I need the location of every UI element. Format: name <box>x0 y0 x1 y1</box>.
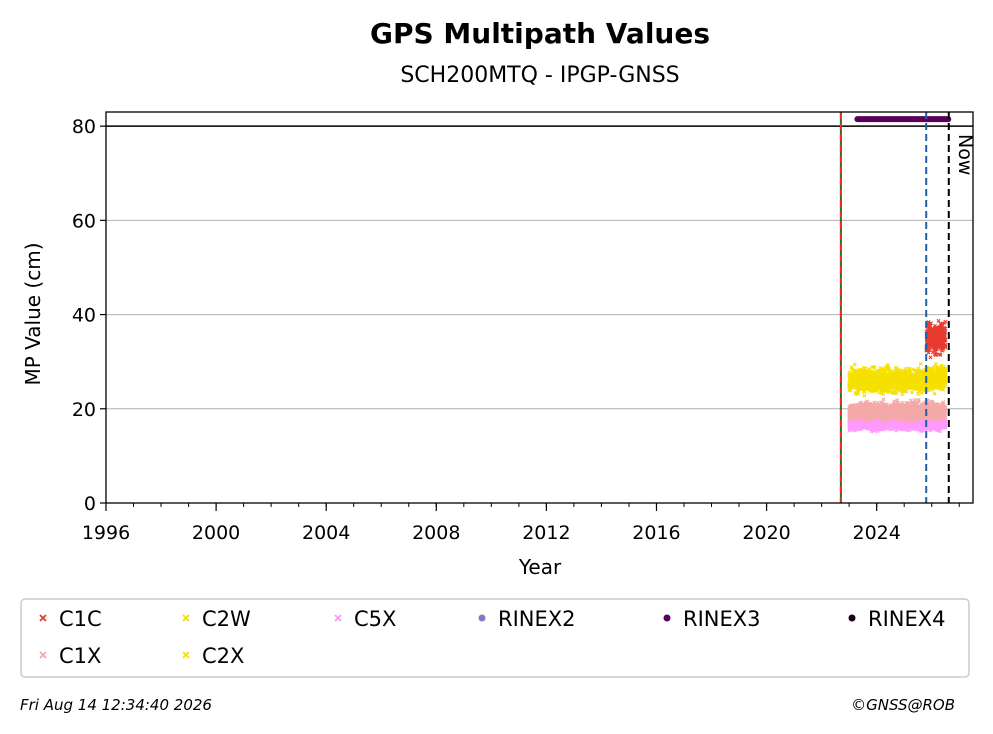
chart-subtitle: SCH200MTQ - IPGP-GNSS <box>400 63 679 88</box>
data-point <box>852 362 857 367</box>
x-tick-label: 1996 <box>82 522 130 544</box>
data-point <box>859 425 864 430</box>
data-point <box>909 424 914 429</box>
plot-area: 0 20 40 60 80 1996 2000 2004 2008 2012 2016 2020 202… <box>72 111 976 544</box>
y-tick-label: 20 <box>72 399 96 421</box>
x-tick-label: 2024 <box>852 522 900 544</box>
y-tick-label: 60 <box>72 210 96 232</box>
data-point <box>900 392 905 397</box>
data-point <box>872 420 877 425</box>
data-point <box>860 423 865 428</box>
data-point <box>919 419 924 424</box>
x-tick-label: 2008 <box>412 522 460 544</box>
y-tick-label: 0 <box>84 493 96 515</box>
data-point <box>848 421 853 426</box>
y-tick-label: 80 <box>72 116 96 138</box>
data-point <box>936 423 941 428</box>
data-point <box>936 318 941 323</box>
data-point <box>865 422 870 427</box>
data-point <box>917 426 922 431</box>
data-point <box>892 399 896 404</box>
series-c1x <box>847 397 948 424</box>
data-point <box>886 423 891 428</box>
data-point <box>866 366 871 371</box>
data-point <box>870 424 874 429</box>
data-point <box>848 428 853 433</box>
data-point <box>875 420 880 425</box>
x-tick-label: 2004 <box>302 522 350 544</box>
data-point <box>902 426 907 431</box>
data-point <box>875 429 880 434</box>
data-point <box>941 425 946 430</box>
data-point <box>929 426 934 431</box>
data-point <box>914 424 919 429</box>
data-point <box>929 421 934 426</box>
data-point <box>943 319 948 324</box>
data-point <box>892 424 897 429</box>
data-point <box>862 393 867 398</box>
data-point <box>852 423 857 428</box>
y-tick-label: 40 <box>72 305 96 327</box>
x-tick-label: 2000 <box>192 522 240 544</box>
chart-title: GPS Multipath Values <box>370 17 710 50</box>
data-point <box>933 362 938 367</box>
data-point <box>909 390 914 395</box>
data-point <box>938 429 943 434</box>
x-tick-label: 2020 <box>742 522 790 544</box>
x-tick-label: 2012 <box>522 522 570 544</box>
series-c1c <box>924 318 948 360</box>
data-point <box>918 361 923 366</box>
data-point <box>881 392 885 397</box>
data-point <box>898 427 903 432</box>
x-tick-label: 2016 <box>632 522 680 544</box>
data-point <box>942 420 947 425</box>
data-point <box>932 391 937 396</box>
